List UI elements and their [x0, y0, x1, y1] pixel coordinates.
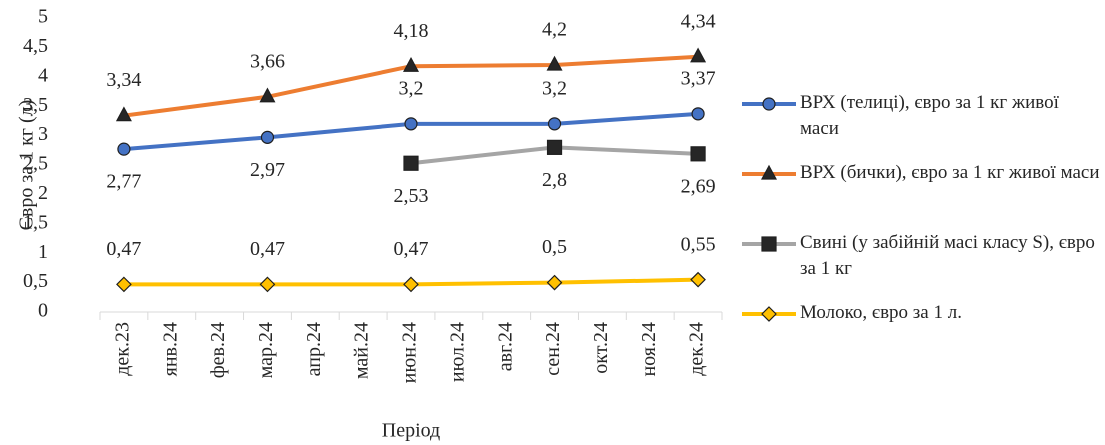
legend: ВРХ (телиці), євро за 1 кг живої маси ВРХ…: [740, 90, 1100, 370]
data-label: 4,2: [542, 19, 567, 41]
point: [116, 276, 132, 293]
data-label: 0,5: [542, 236, 567, 258]
y-tick-label: 4: [38, 64, 48, 86]
legend-swatch: [742, 164, 796, 180]
legend-swatch: [742, 97, 796, 111]
x-tick-label: июн.24: [399, 322, 421, 383]
x-axis-title: Період: [382, 420, 440, 442]
y-tick-label: 5: [38, 6, 48, 28]
y-tick-label: 2,5: [23, 153, 48, 175]
point: [546, 274, 563, 291]
x-tick-label: янв.24: [159, 322, 181, 376]
point: [690, 47, 707, 63]
point: [117, 142, 131, 156]
point: [691, 107, 705, 121]
legend-swatch: [742, 236, 796, 252]
point: [404, 117, 418, 131]
legend-item: Молоко, євро за 1 л.: [740, 300, 1100, 370]
point: [761, 306, 777, 322]
point: [762, 97, 776, 111]
x-tick-label: сен.24: [542, 322, 564, 376]
data-label: 2,53: [394, 185, 429, 207]
x-tick-label: фев.24: [207, 322, 229, 378]
data-label: 3,34: [106, 69, 141, 91]
y-tick-label: 3,5: [23, 94, 48, 116]
x-tick-label: дек.24: [686, 322, 708, 376]
data-label: 3,2: [542, 77, 567, 99]
data-label: 0,47: [106, 238, 141, 260]
chart: Євро за 1 кг (л) Період 00,511,522,533,5…: [16, 6, 723, 442]
legend-label: Молоко, євро за 1 л.: [800, 302, 962, 323]
point: [259, 87, 276, 103]
y-tick-label: 2: [38, 182, 48, 204]
data-label: 2,97: [250, 159, 285, 181]
point: [115, 106, 132, 122]
point: [760, 164, 778, 180]
point: [403, 155, 419, 171]
data-label: 0,55: [681, 233, 716, 255]
y-tick-label: 0,5: [23, 270, 48, 292]
point: [690, 271, 706, 288]
point: [403, 276, 419, 293]
point: [761, 236, 777, 252]
y-tick-label: 1: [38, 241, 48, 263]
data-label: 3,37: [681, 67, 716, 89]
legend-label: Свині (у забійній масі класу S), євро за…: [800, 232, 1095, 279]
x-tick-label: дек.23: [112, 322, 134, 376]
data-label: 4,18: [394, 20, 429, 42]
x-tick-label: апр.24: [303, 322, 325, 376]
data-label: 0,47: [394, 238, 429, 260]
x-tick-label: авг.24: [494, 322, 516, 371]
point: [547, 117, 562, 131]
legend-item: ВРХ (бички), євро за 1 кг живої маси: [740, 160, 1100, 230]
y-tick-label: 3: [38, 123, 48, 145]
data-label: 0,47: [250, 238, 285, 260]
legend-label: ВРХ (телиці), євро за 1 кг живої маси: [800, 92, 1059, 139]
x-tick-label: окт.24: [590, 322, 612, 374]
point: [690, 146, 706, 162]
point: [260, 130, 275, 144]
point: [546, 55, 563, 71]
x-tick-label: ноя.24: [638, 322, 660, 377]
point: [259, 276, 276, 293]
data-label: 3,2: [399, 77, 424, 99]
y-tick-label: 1,5: [23, 211, 48, 233]
y-tick-label: 0: [38, 300, 48, 322]
y-axis-title: Євро за 1 кг (л): [16, 100, 38, 231]
data-label: 2,69: [681, 175, 716, 197]
point: [402, 56, 420, 72]
x-tick-label: мар.24: [255, 322, 277, 378]
y-tick-label: 4,5: [23, 35, 48, 57]
data-label: 2,8: [542, 169, 567, 191]
point: [546, 139, 563, 155]
data-label: 4,34: [681, 10, 716, 32]
legend-swatch: [742, 306, 796, 322]
data-label: 2,77: [106, 171, 141, 193]
data-label: 3,66: [250, 50, 285, 72]
legend-label: ВРХ (бички), євро за 1 кг живої маси: [800, 162, 1100, 183]
legend-item: ВРХ (телиці), євро за 1 кг живої маси: [740, 90, 1100, 160]
x-tick-label: июл.24: [446, 322, 468, 382]
x-tick-label: май.24: [351, 322, 373, 379]
legend-item: Свині (у забійній масі класу S), євро за…: [740, 230, 1100, 300]
